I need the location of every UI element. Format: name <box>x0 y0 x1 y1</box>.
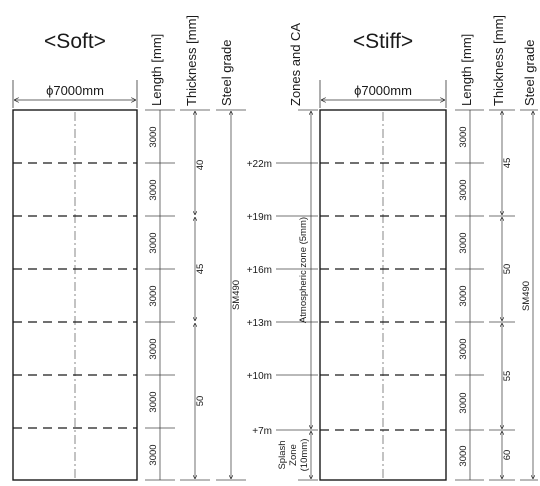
stiff-elevation: +7m <box>252 426 272 437</box>
soft-segment-length: 3000 <box>148 285 159 306</box>
stiff-diameter-label: ϕ7000mm <box>354 83 412 98</box>
stiff-splash-zone-line: Zone <box>288 444 299 466</box>
soft-thickness-value: 40 <box>195 160 206 171</box>
soft-segment-length: 3000 <box>148 338 159 359</box>
soft-thickness-value: 45 <box>195 264 206 275</box>
stiff-segment-length: 3000 <box>458 285 469 306</box>
soft-length-column: 3000 3000 3000 3000 3000 3000 3000 <box>145 109 175 481</box>
stiff-elevation: +13m <box>247 318 272 329</box>
stiff-thickness-value: 55 <box>502 371 513 382</box>
stiff-grade-column: SM490 <box>520 109 538 481</box>
stiff-segment-length: 3000 <box>458 126 469 147</box>
soft-thickness-column: 40 45 50 <box>180 109 210 481</box>
soft-segment-length: 3000 <box>148 232 159 253</box>
stiff-grade-header: Steel grade <box>522 40 537 107</box>
soft-grade-label: SM490 <box>231 280 242 310</box>
soft-thickness-header: Thickness [mm] <box>184 15 199 106</box>
stiff-length-header: Length [mm] <box>459 34 474 106</box>
stiff-length-column: 3000 3000 3000 3000 3000 3000 3000 <box>455 109 484 481</box>
stiff-elevation: +16m <box>247 265 272 276</box>
stiff-thickness-value: 50 <box>502 264 513 275</box>
stiff-tower-outline <box>319 109 447 481</box>
soft-segment-length: 3000 <box>148 391 159 412</box>
stiff-title: <Stiff> <box>353 30 413 53</box>
stiff-segment-length: 3000 <box>458 338 469 359</box>
stiff-elevation: +10m <box>247 371 272 382</box>
stiff-grade-label: SM490 <box>521 281 532 311</box>
stiff-elevation: +22m <box>247 159 272 170</box>
stiff-zones-header: Zones and CA <box>288 23 303 106</box>
stiff-zones-column: +22m +19m +16m +13m +10m +7m Atmospheric… <box>247 109 318 481</box>
soft-length-header: Length [mm] <box>149 34 164 106</box>
stiff-thickness-value: 45 <box>502 158 513 169</box>
soft-segment-joints <box>13 162 137 429</box>
soft-panel: <Soft> ϕ7000mm Length [mm] Thickness [mm… <box>12 15 246 481</box>
soft-segment-length: 3000 <box>148 444 159 465</box>
soft-diameter-label: ϕ7000mm <box>46 83 104 98</box>
soft-grade-header: Steel grade <box>219 40 234 107</box>
stiff-segment-length: 3000 <box>458 179 469 200</box>
soft-thickness-value: 50 <box>195 396 206 407</box>
stiff-panel: <Stiff> Zones and CA +22m +19m +16m +13m… <box>247 15 538 481</box>
stiff-elevation: +19m <box>247 212 272 223</box>
stiff-thickness-value: 60 <box>502 450 513 461</box>
stiff-thickness-column: 45 50 55 60 <box>489 109 515 481</box>
soft-grade-column: SM490 <box>216 109 246 481</box>
stiff-splash-zone-line: Splash <box>277 440 288 469</box>
soft-tower-outline <box>12 109 138 481</box>
stiff-segment-length: 3000 <box>458 445 469 466</box>
soft-title: <Soft> <box>44 30 106 53</box>
stiff-splash-zone-line: (10mm) <box>299 439 310 472</box>
stiff-atmospheric-zone: Atmospheric zone (5mm) <box>298 217 309 323</box>
stiff-segment-length: 3000 <box>458 232 469 253</box>
soft-segment-length: 3000 <box>148 126 159 147</box>
stiff-segment-joints <box>320 162 446 431</box>
stiff-thickness-header: Thickness [mm] <box>491 15 506 106</box>
stiff-segment-length: 3000 <box>458 392 469 413</box>
soft-segment-length: 3000 <box>148 179 159 200</box>
